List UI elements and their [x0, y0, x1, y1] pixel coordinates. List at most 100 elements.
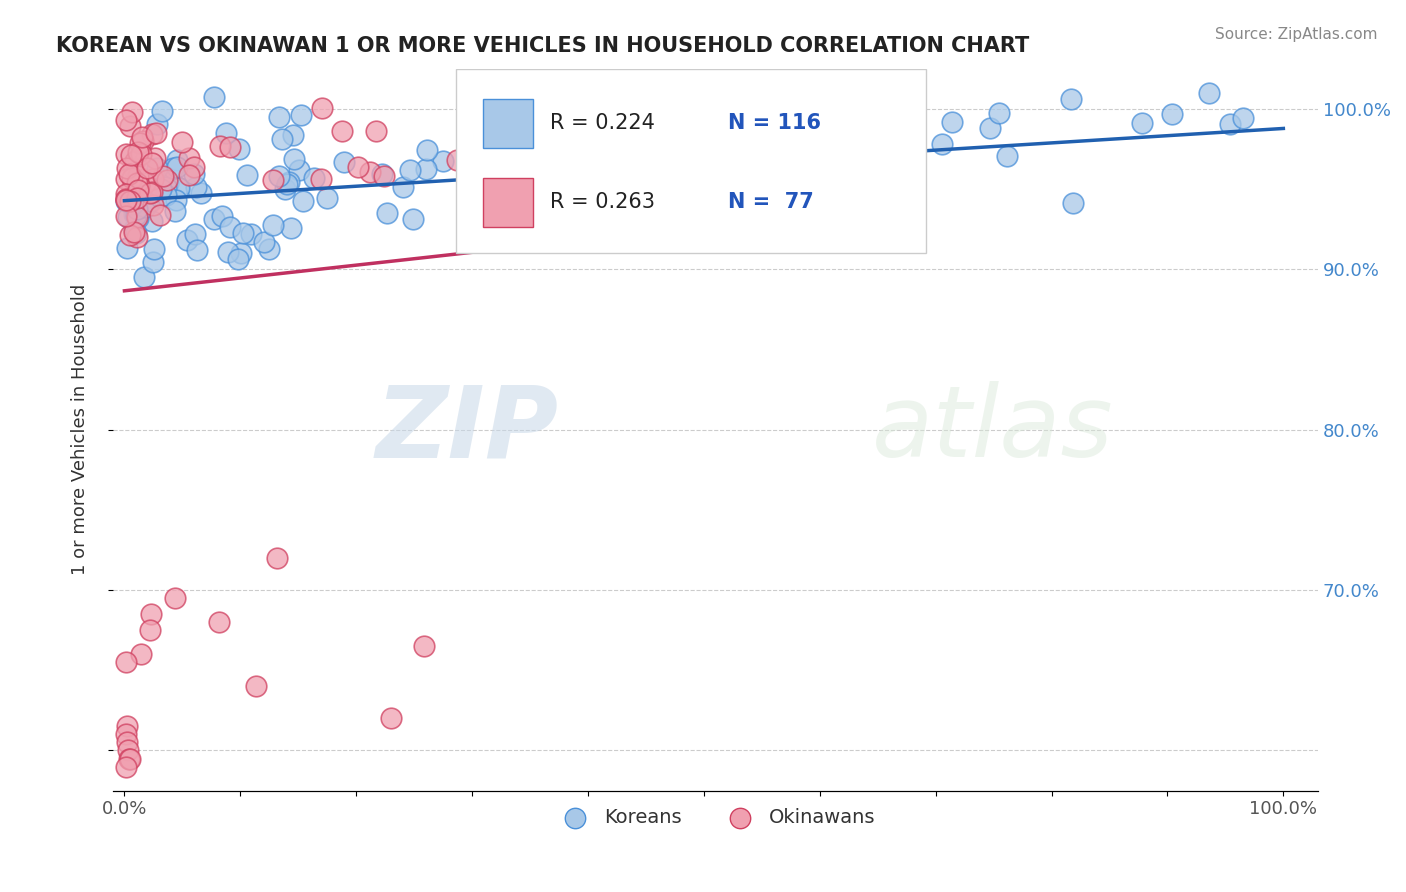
Point	[1198, 86, 1220, 100]
Point	[380, 711, 402, 725]
Point	[142, 172, 165, 186]
Point	[120, 148, 142, 162]
Point	[281, 128, 304, 142]
Point	[146, 117, 169, 131]
Point	[170, 136, 193, 150]
Point	[166, 160, 188, 174]
Point	[744, 136, 766, 151]
Point	[259, 242, 281, 256]
Point	[412, 639, 434, 653]
Point	[755, 158, 778, 172]
Point	[291, 194, 314, 209]
Point	[236, 168, 259, 182]
Point	[598, 118, 620, 132]
Point	[125, 208, 148, 222]
Point	[134, 200, 156, 214]
Point	[134, 176, 156, 190]
Point	[155, 180, 177, 194]
Point	[309, 171, 332, 186]
Point	[118, 751, 141, 765]
Point	[155, 188, 177, 202]
Point	[359, 165, 381, 179]
Point	[402, 212, 425, 227]
Point	[121, 105, 143, 120]
Point	[610, 153, 633, 167]
Point	[127, 176, 149, 190]
Point	[115, 161, 138, 175]
Point	[215, 126, 238, 140]
Legend: Koreans, Okinawans: Koreans, Okinawans	[547, 800, 883, 835]
Point	[631, 205, 654, 219]
Point	[290, 108, 312, 122]
Point	[226, 252, 249, 267]
Point	[120, 228, 142, 243]
Point	[609, 196, 631, 211]
FancyBboxPatch shape	[457, 69, 927, 252]
Point	[371, 167, 394, 181]
Point	[228, 142, 250, 156]
Point	[165, 193, 187, 207]
Point	[162, 161, 184, 176]
Point	[184, 179, 207, 194]
Point	[124, 225, 146, 239]
Point	[117, 743, 139, 757]
Point	[121, 171, 143, 186]
Point	[139, 186, 162, 200]
Point	[152, 169, 174, 183]
Point	[288, 163, 311, 178]
Point	[269, 110, 291, 124]
Point	[875, 165, 897, 179]
Text: atlas: atlas	[872, 381, 1114, 478]
Point	[263, 218, 285, 232]
Point	[114, 194, 136, 209]
FancyBboxPatch shape	[482, 99, 533, 148]
Point	[122, 197, 145, 211]
Point	[512, 161, 534, 175]
Point	[631, 210, 654, 224]
Point	[114, 192, 136, 206]
Point	[1060, 92, 1083, 106]
Point	[131, 134, 153, 148]
Point	[120, 120, 142, 134]
Point	[239, 227, 262, 241]
Point	[825, 186, 848, 200]
Point	[311, 101, 333, 115]
Point	[163, 591, 186, 605]
Point	[373, 169, 395, 183]
Point	[253, 235, 276, 250]
Point	[114, 193, 136, 207]
Point	[148, 208, 170, 222]
Point	[211, 209, 233, 223]
Point	[121, 161, 143, 176]
Point	[1219, 117, 1241, 131]
Point	[127, 145, 149, 160]
Point	[679, 169, 702, 184]
Point	[118, 194, 141, 208]
Point	[179, 152, 201, 166]
Point	[138, 623, 160, 637]
Point	[267, 169, 290, 183]
Point	[142, 255, 165, 269]
Point	[276, 178, 298, 192]
Point	[115, 719, 138, 733]
Point	[995, 149, 1018, 163]
Point	[183, 160, 205, 174]
Point	[142, 198, 165, 212]
Point	[114, 655, 136, 669]
Text: R = 0.224: R = 0.224	[550, 112, 655, 133]
Point	[416, 143, 439, 157]
Point	[522, 203, 544, 218]
Point	[127, 169, 149, 183]
Point	[177, 168, 200, 182]
Point	[209, 138, 232, 153]
Point	[149, 190, 172, 204]
Text: ZIP: ZIP	[375, 381, 558, 478]
Point	[266, 550, 288, 565]
Text: R = 0.263: R = 0.263	[550, 192, 655, 212]
Point	[232, 227, 254, 241]
Point	[176, 234, 198, 248]
Point	[127, 183, 149, 197]
Point	[125, 226, 148, 240]
Text: N = 116: N = 116	[727, 112, 821, 133]
Point	[169, 181, 191, 195]
